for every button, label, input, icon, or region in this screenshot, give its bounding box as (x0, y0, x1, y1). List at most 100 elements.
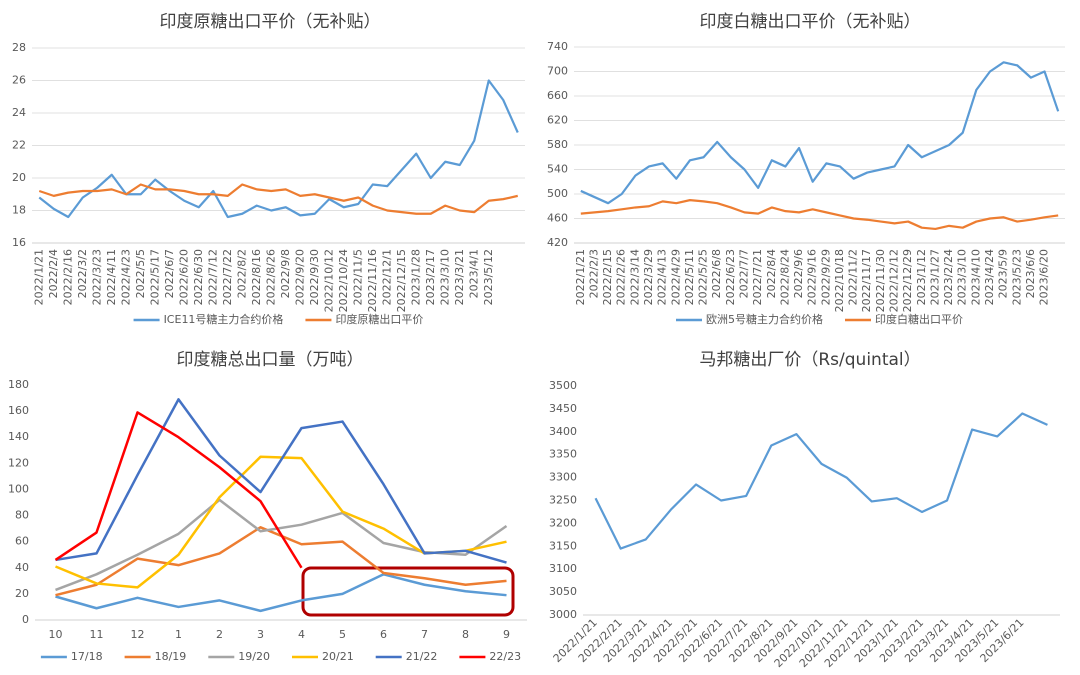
legend: 欧洲5号糖主力合约价格 印度白糖出口平价 (676, 312, 963, 326)
x-tick-label: 2022/1/21 (32, 249, 45, 305)
x-tick-label: 2022/3/14 (628, 249, 641, 305)
series-line (594, 412, 1048, 550)
y-tick-label: 3000 (549, 608, 577, 621)
x-tick-label: 2022/9/8 (279, 249, 292, 298)
y-tick-label: 18 (12, 204, 26, 217)
legend-label: 印度白糖出口平价 (875, 312, 963, 326)
x-tick-label: 2023/1/28 (409, 249, 422, 305)
x-tick-label: 2022/5/11 (683, 249, 696, 305)
y-tick-label: 3150 (549, 539, 577, 552)
x-tick-label: 2023/3/10 (956, 249, 969, 305)
x-tick-label: 6 (380, 628, 387, 641)
y-tick-label: 3200 (549, 516, 577, 529)
chart-title: 印度糖总出口量（万吨） (177, 350, 364, 370)
x-tick-label: 2023/4/24 (983, 249, 996, 305)
x-tick-label: 2023/4/1 (467, 249, 480, 298)
y-tick-label: 20 (12, 171, 26, 184)
x-tick-label: 2022/7/21 (751, 249, 764, 305)
x-tick-label: 2023/2/24 (942, 249, 955, 305)
x-tick-label: 2022/9/16 (806, 249, 819, 305)
x-tick-label: 2022/4/11 (105, 249, 118, 305)
x-tick-label: 2022/2/15 (601, 249, 614, 305)
y-tick-label: 3450 (549, 402, 577, 415)
x-tick-label: 2022/8/24 (778, 249, 791, 305)
highlight-box (301, 566, 515, 617)
x-tick-label: 2022/6/7 (163, 249, 176, 298)
x-tick-label: 2022/10/18 (833, 249, 846, 312)
x-tick-label: 2022/8/16 (250, 249, 263, 305)
x-tick-label: 2022/4/23 (119, 249, 132, 305)
x-tick-label: 2022/9/20 (293, 249, 306, 305)
x-tick-label: 2022/7/7 (737, 249, 750, 298)
y-tick-label: 180 (8, 378, 29, 391)
x-tick-label: 1 (175, 628, 182, 641)
y-tick-label: 22 (12, 139, 26, 152)
x-tick-label: 2022/3/2 (76, 249, 89, 298)
y-tick-label: 3500 (549, 379, 577, 392)
series-line (580, 61, 1060, 205)
x-tick-label: 7 (421, 628, 428, 641)
legend-label: 17/18 (71, 650, 103, 663)
x-tick-label: 2023/5/12 (482, 249, 495, 305)
legend-label: 21/22 (406, 650, 438, 663)
y-tick-label: 100 (8, 482, 29, 495)
chart-title: 马邦糖出厂价（Rs/quintal） (699, 350, 920, 370)
x-tick-label: 2022/2/4 (47, 249, 60, 298)
y-tick-label: 20 (15, 587, 29, 600)
legend: ICE11号糖主力合约价格 印度原糖出口平价 (133, 312, 423, 326)
x-tick-label: 2023/6/6 (1024, 249, 1037, 298)
x-tick-label: 2022/6/30 (192, 249, 205, 305)
x-tick-label: 9 (503, 628, 510, 641)
y-tick-label: 3250 (549, 494, 577, 507)
x-tick-label: 2023/3/10 (438, 249, 451, 305)
y-tick-label: 420 (547, 236, 568, 249)
series-line (55, 398, 507, 564)
y-tick-label: 700 (547, 65, 568, 78)
x-tick-label: 2022/9/30 (308, 249, 321, 305)
x-tick-label: 2022/11/2 (847, 249, 860, 305)
y-tick-label: 120 (8, 456, 29, 469)
x-tick-label: 2 (216, 628, 223, 641)
x-tick-label: 2022/12/15 (395, 249, 408, 312)
x-tick-label: 2022/7/12 (206, 249, 219, 305)
x-tick-label: 2022/2/16 (61, 249, 74, 305)
y-tick-label: 3350 (549, 448, 577, 461)
x-tick-label: 2022/6/8 (710, 249, 723, 298)
y-tick-label: 24 (12, 106, 26, 119)
x-tick-label: 2022/7/22 (221, 249, 234, 305)
chart-title: 印度白糖出口平价（无补贴） (700, 12, 921, 32)
x-tick-label: 2022/10/12 (322, 249, 335, 312)
y-tick-label: 540 (547, 163, 568, 176)
y-tick-label: 28 (12, 41, 26, 54)
x-tick-label: 10 (49, 628, 63, 641)
legend-label: 印度原糖出口平价 (335, 312, 423, 326)
x-tick-label: 3 (257, 628, 264, 641)
y-tick-label: 3100 (549, 562, 577, 575)
y-tick-label: 40 (15, 561, 29, 574)
legend: 17/18 18/19 19/20 20/21 21/22 22/23 (40, 650, 521, 663)
x-tick-label: 8 (462, 628, 469, 641)
x-tick-label: 2022/11/5 (351, 249, 364, 305)
y-tick-label: 3400 (549, 425, 577, 438)
x-tick-label: 2023/4/10 (969, 249, 982, 305)
y-tick-label: 80 (15, 509, 29, 522)
y-tick-label: 660 (547, 89, 568, 102)
x-tick-label: 2022/5/17 (148, 249, 161, 305)
x-tick-label: 2023/6/20 (1038, 249, 1051, 305)
y-tick-label: 3300 (549, 471, 577, 484)
x-tick-label: 2023/1/12 (915, 249, 928, 305)
legend-label: 18/19 (155, 650, 187, 663)
series-line (38, 183, 518, 215)
y-tick-label: 0 (22, 613, 29, 626)
x-tick-label: 4 (298, 628, 305, 641)
x-tick-label: 12 (131, 628, 145, 641)
chart-title: 印度原糖出口平价（无补贴） (160, 12, 381, 32)
y-tick-label: 3050 (549, 585, 577, 598)
x-tick-label: 2022/9/29 (819, 249, 832, 305)
x-tick-label: 2022/8/4 (765, 249, 778, 298)
x-tick-label: 2023/5/9 (997, 249, 1010, 298)
x-tick-label: 2022/2/3 (587, 249, 600, 298)
series-line (38, 79, 519, 219)
legend-label: 20/21 (322, 650, 354, 663)
